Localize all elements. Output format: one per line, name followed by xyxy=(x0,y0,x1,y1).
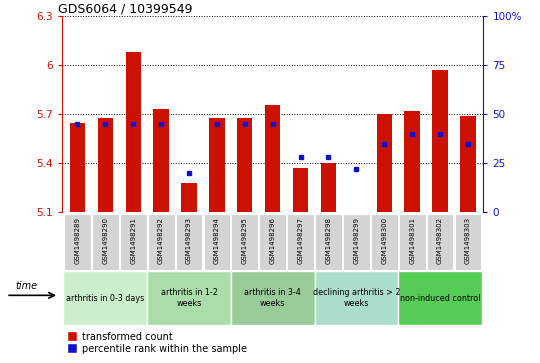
Text: GSM1498302: GSM1498302 xyxy=(437,217,443,264)
Text: GSM1498292: GSM1498292 xyxy=(158,217,164,264)
Bar xyxy=(399,214,426,270)
Text: arthritis in 3-4
weeks: arthritis in 3-4 weeks xyxy=(244,288,301,308)
Text: GSM1498303: GSM1498303 xyxy=(465,217,471,264)
Bar xyxy=(287,214,314,270)
Bar xyxy=(237,118,253,212)
Bar xyxy=(376,114,392,212)
Bar xyxy=(427,214,454,270)
Bar xyxy=(398,271,482,325)
Bar xyxy=(70,122,85,212)
Bar xyxy=(153,109,169,212)
Bar xyxy=(181,183,197,212)
Bar xyxy=(204,214,230,270)
Bar xyxy=(293,168,308,212)
Bar xyxy=(92,214,119,270)
Text: GSM1498294: GSM1498294 xyxy=(214,217,220,264)
Text: non-induced control: non-induced control xyxy=(400,294,480,302)
Bar xyxy=(126,52,141,212)
Bar xyxy=(64,271,147,325)
Bar xyxy=(232,214,258,270)
Bar xyxy=(209,118,225,212)
Text: arthritis in 1-2
weeks: arthritis in 1-2 weeks xyxy=(160,288,218,308)
Text: GSM1498295: GSM1498295 xyxy=(242,217,248,264)
Bar xyxy=(343,214,370,270)
Text: GSM1498300: GSM1498300 xyxy=(381,217,387,264)
Bar xyxy=(120,214,147,270)
Bar xyxy=(259,214,286,270)
Legend: transformed count, percentile rank within the sample: transformed count, percentile rank withi… xyxy=(67,331,247,354)
Bar xyxy=(460,116,476,212)
Text: time: time xyxy=(16,281,38,291)
Text: GDS6064 / 10399549: GDS6064 / 10399549 xyxy=(58,2,192,15)
Text: GSM1498297: GSM1498297 xyxy=(298,217,303,264)
Text: GSM1498289: GSM1498289 xyxy=(75,217,80,264)
Text: GSM1498291: GSM1498291 xyxy=(130,217,136,264)
Bar xyxy=(314,271,398,325)
Bar xyxy=(98,118,113,212)
Bar xyxy=(148,214,174,270)
Bar xyxy=(315,214,342,270)
Text: GSM1498293: GSM1498293 xyxy=(186,217,192,264)
Bar xyxy=(455,214,481,270)
Text: GSM1498301: GSM1498301 xyxy=(409,217,415,264)
Text: declining arthritis > 2
weeks: declining arthritis > 2 weeks xyxy=(313,288,400,308)
Bar xyxy=(371,214,397,270)
Bar xyxy=(147,271,231,325)
Text: GSM1498296: GSM1498296 xyxy=(269,217,276,264)
Text: arthritis in 0-3 days: arthritis in 0-3 days xyxy=(66,294,145,302)
Bar xyxy=(176,214,202,270)
Bar xyxy=(64,214,91,270)
Bar xyxy=(404,111,420,212)
Text: GSM1498290: GSM1498290 xyxy=(103,217,109,264)
Bar xyxy=(321,163,336,212)
Bar xyxy=(231,271,314,325)
Bar xyxy=(433,70,448,212)
Text: GSM1498298: GSM1498298 xyxy=(326,217,332,264)
Text: GSM1498299: GSM1498299 xyxy=(353,217,360,264)
Bar xyxy=(265,105,280,212)
